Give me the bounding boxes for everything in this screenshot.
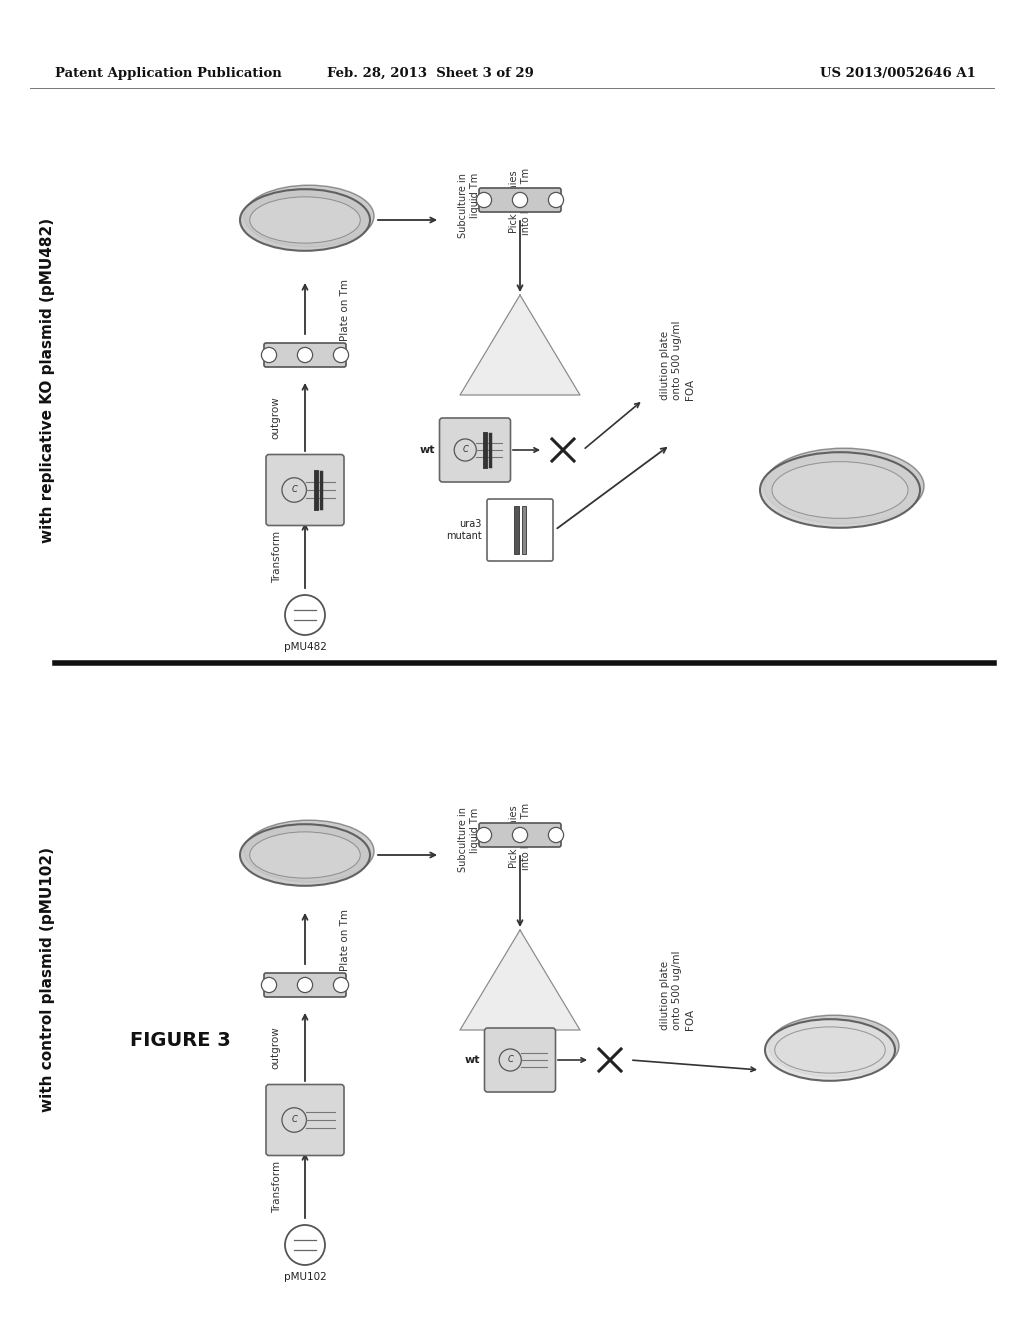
Bar [522, 506, 526, 554]
Circle shape [476, 193, 492, 207]
Text: Subculture in
liquid Tm: Subculture in liquid Tm [458, 808, 480, 873]
Circle shape [261, 977, 276, 993]
Circle shape [549, 828, 563, 842]
FancyBboxPatch shape [266, 1085, 344, 1155]
Ellipse shape [240, 189, 370, 251]
Text: Plate on Tm: Plate on Tm [340, 909, 350, 972]
FancyBboxPatch shape [479, 822, 561, 847]
FancyBboxPatch shape [264, 973, 346, 997]
Ellipse shape [775, 1027, 886, 1073]
Ellipse shape [250, 197, 360, 243]
Circle shape [549, 193, 563, 207]
Text: with replicative KO plasmid (pMU482): with replicative KO plasmid (pMU482) [41, 218, 55, 543]
FancyBboxPatch shape [484, 1028, 555, 1092]
Polygon shape [460, 931, 580, 1030]
Circle shape [334, 977, 348, 993]
FancyBboxPatch shape [479, 187, 561, 213]
Text: C: C [291, 1115, 297, 1125]
Text: Feb. 28, 2013  Sheet 3 of 29: Feb. 28, 2013 Sheet 3 of 29 [327, 66, 534, 79]
Text: US 2013/0052646 A1: US 2013/0052646 A1 [820, 66, 976, 79]
Text: C: C [507, 1056, 513, 1064]
FancyBboxPatch shape [439, 418, 511, 482]
Text: Plate on Tm: Plate on Tm [340, 279, 350, 341]
Ellipse shape [769, 1015, 899, 1077]
Text: Patent Application Publication: Patent Application Publication [55, 66, 282, 79]
FancyBboxPatch shape [487, 499, 553, 561]
Text: Transform: Transform [272, 1160, 282, 1213]
Circle shape [297, 347, 312, 363]
Ellipse shape [244, 820, 374, 882]
Text: pMU482: pMU482 [284, 642, 327, 652]
Circle shape [512, 193, 527, 207]
Text: Subculture in
liquid Tm: Subculture in liquid Tm [458, 173, 480, 238]
Text: outgrow: outgrow [270, 1027, 280, 1069]
FancyBboxPatch shape [264, 343, 346, 367]
Bar [513, 506, 518, 554]
Text: dilution plate
onto 500 ug/ml
FOA: dilution plate onto 500 ug/ml FOA [660, 321, 695, 400]
Circle shape [261, 347, 276, 363]
Circle shape [476, 828, 492, 842]
Circle shape [285, 1225, 325, 1265]
Circle shape [512, 828, 527, 842]
Text: C: C [462, 446, 468, 454]
Circle shape [334, 347, 348, 363]
Ellipse shape [244, 185, 374, 247]
Text: C: C [291, 486, 297, 495]
Ellipse shape [772, 462, 908, 519]
Text: pMU102: pMU102 [284, 1272, 327, 1282]
Ellipse shape [760, 453, 920, 528]
Text: Pick colonies
into liquid Tm: Pick colonies into liquid Tm [509, 168, 531, 235]
Text: FIGURE 3: FIGURE 3 [130, 1031, 230, 1049]
Ellipse shape [250, 832, 360, 878]
Text: wt: wt [419, 445, 435, 455]
Ellipse shape [240, 824, 370, 886]
FancyBboxPatch shape [266, 454, 344, 525]
Circle shape [297, 977, 312, 993]
Text: with control plasmid (pMU102): with control plasmid (pMU102) [41, 847, 55, 1113]
Ellipse shape [764, 449, 924, 524]
Text: Transform: Transform [272, 531, 282, 583]
Text: dilution plate
onto 500 ug/ml
FOA: dilution plate onto 500 ug/ml FOA [660, 950, 695, 1030]
Polygon shape [460, 294, 580, 395]
Text: outgrow: outgrow [270, 396, 280, 440]
Text: Pick colonies
into liquid Tm: Pick colonies into liquid Tm [509, 803, 531, 870]
Circle shape [285, 595, 325, 635]
Text: ura3
mutant: ura3 mutant [446, 519, 482, 541]
Text: wt: wt [464, 1055, 480, 1065]
Ellipse shape [765, 1019, 895, 1081]
